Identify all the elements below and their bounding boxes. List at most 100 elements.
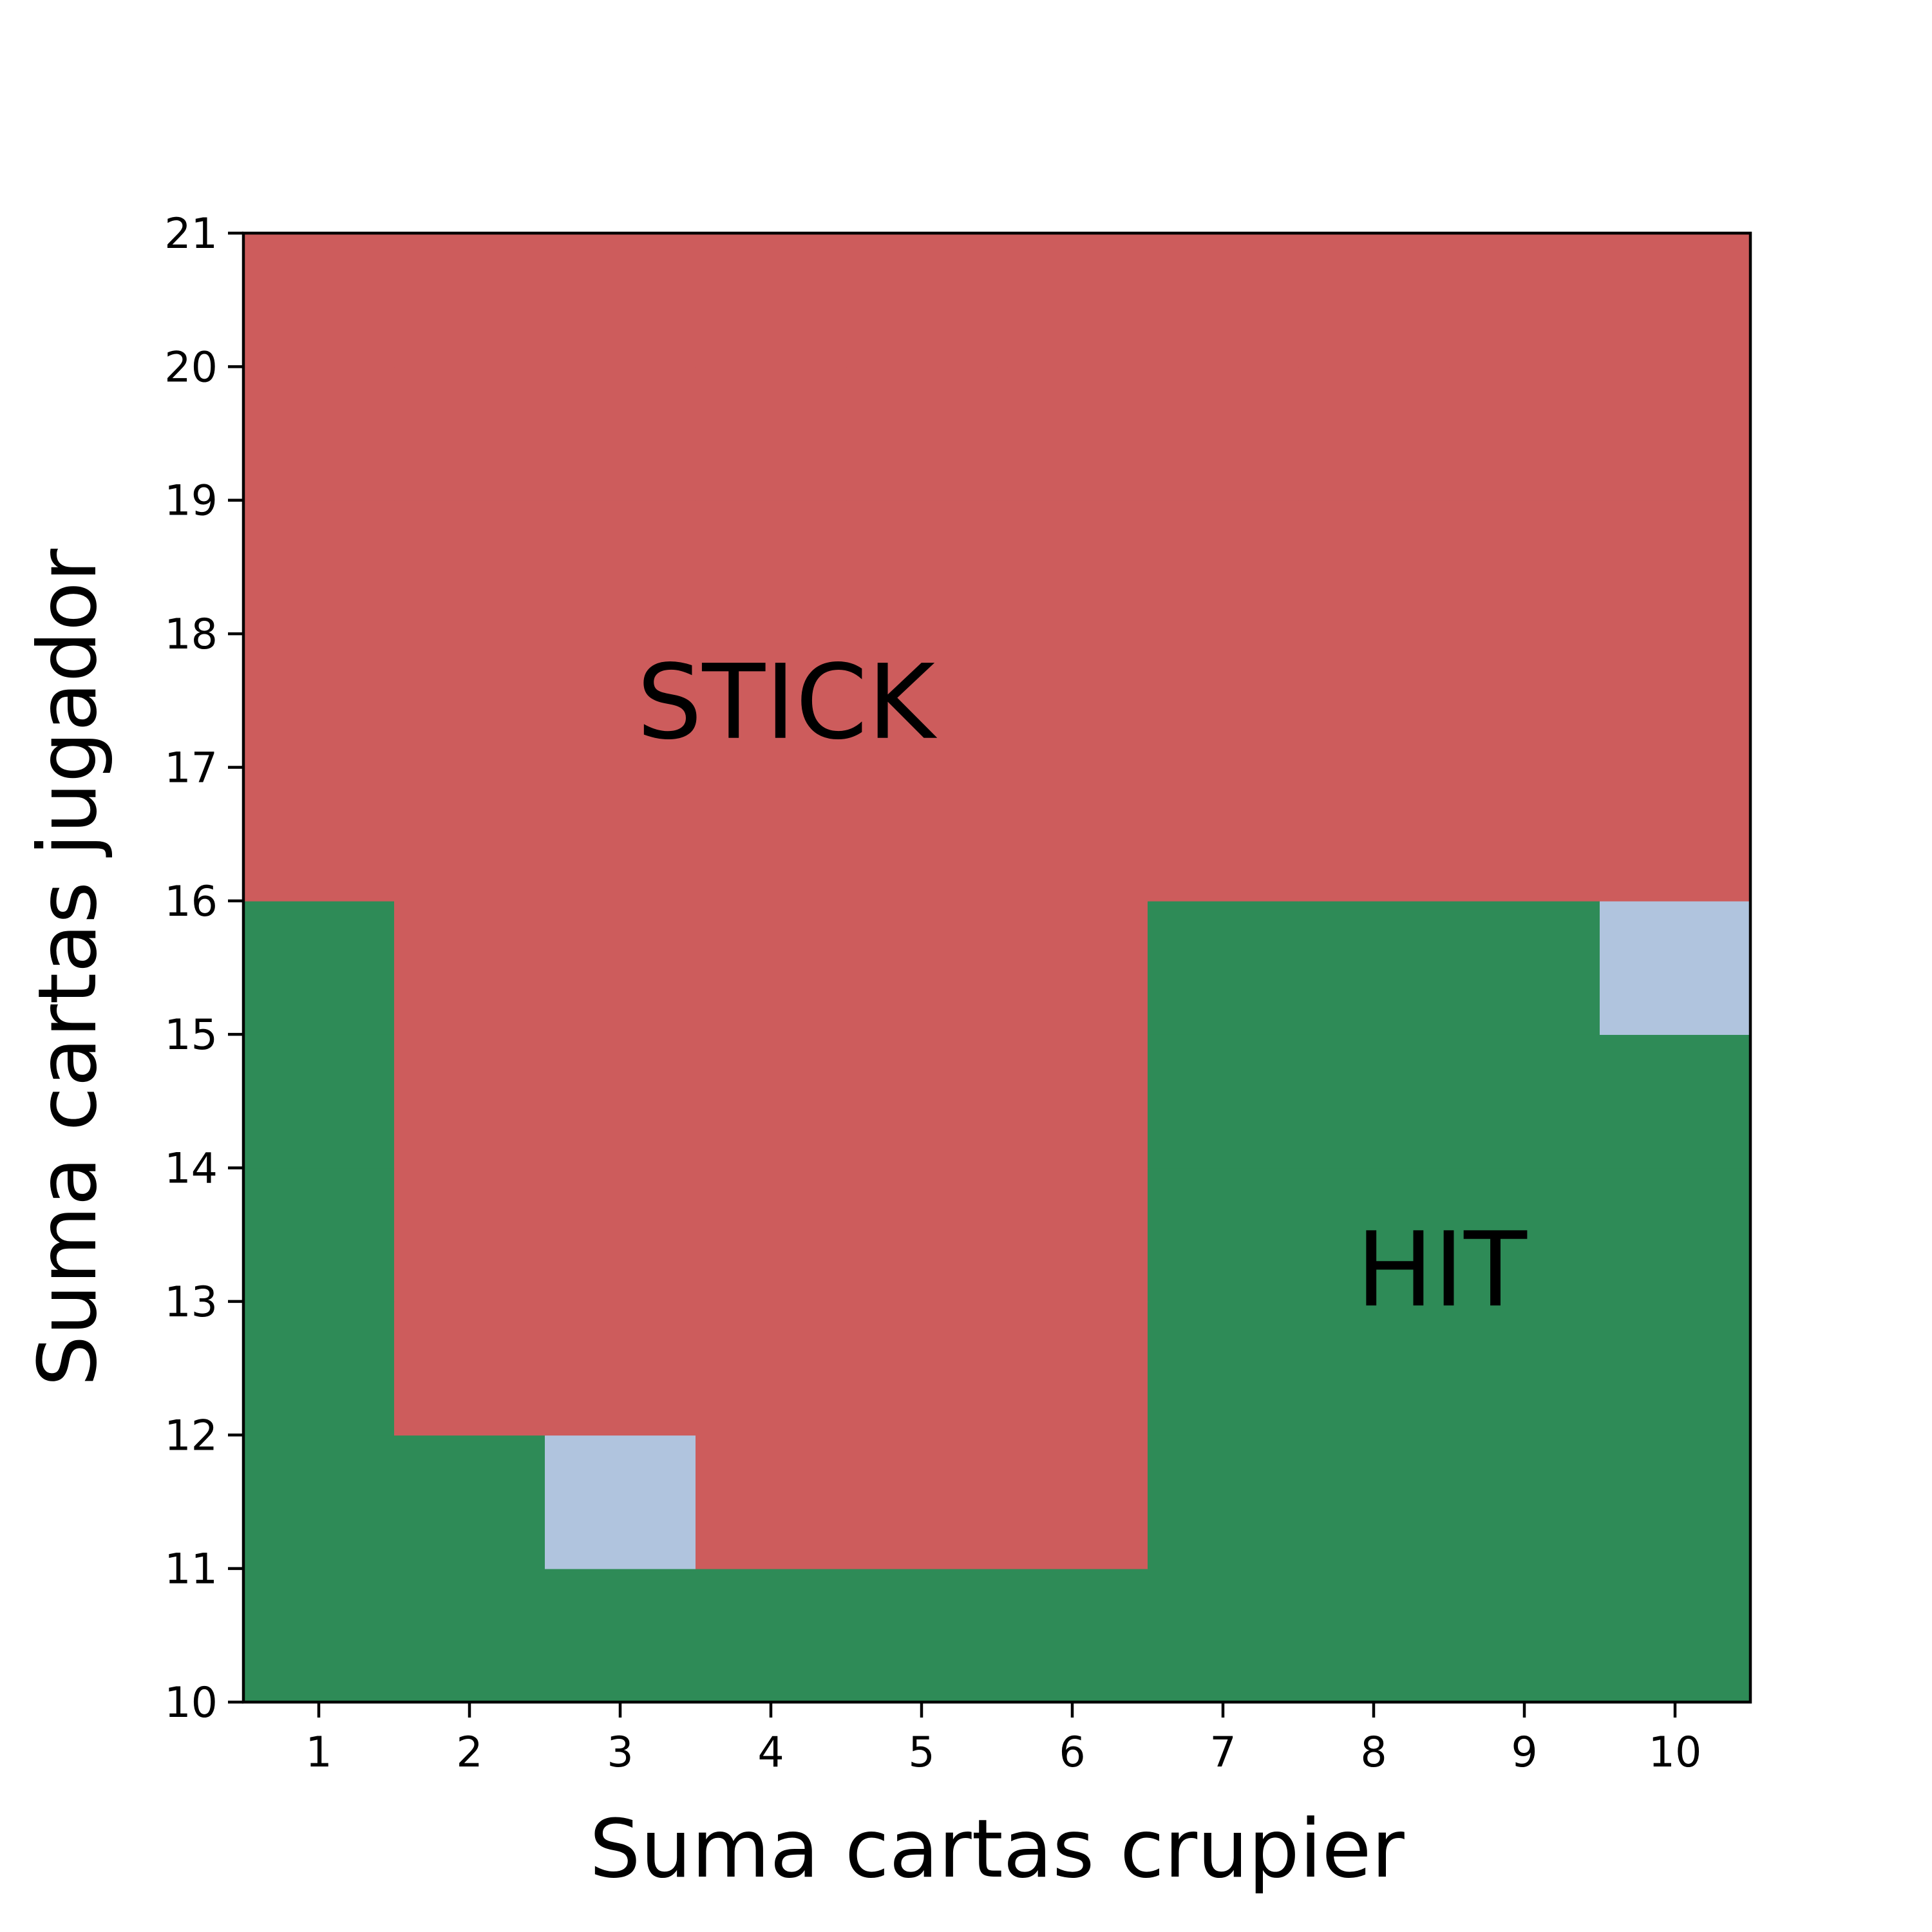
cell-stick <box>545 1301 696 1436</box>
cell-stick <box>394 634 545 768</box>
cell-stick <box>394 500 545 634</box>
cell-stick <box>997 1435 1148 1569</box>
x-tick-label: 3 <box>607 1728 633 1777</box>
cell-stick <box>545 1168 696 1302</box>
cell-stick <box>696 233 847 368</box>
cell-stick <box>394 366 545 501</box>
cell-stick <box>1148 233 1299 368</box>
cell-stick <box>997 366 1148 501</box>
y-axis: 10 11 12 13 14 15 16 17 18 19 20 21 <box>164 210 243 1727</box>
cell-stick <box>846 634 998 768</box>
x-tick-label: 7 <box>1209 1728 1236 1777</box>
cell-stick <box>545 233 696 368</box>
cell-hit <box>243 1568 395 1703</box>
cell-hit <box>243 1301 395 1436</box>
cell-hit <box>243 1034 395 1169</box>
cell-stick <box>696 1034 847 1169</box>
cell-stick <box>394 1301 545 1436</box>
cell-stick <box>1298 634 1450 768</box>
y-tick-label: 21 <box>164 210 218 258</box>
x-tick-label: 4 <box>757 1728 784 1777</box>
cell-stick <box>696 1168 847 1302</box>
cell-stick <box>1148 634 1299 768</box>
cell-stick <box>1148 767 1299 902</box>
y-tick-label: 10 <box>164 1679 218 1727</box>
cell-stick <box>696 900 847 1035</box>
cell-stick <box>997 1301 1148 1436</box>
cell-hit <box>1298 1034 1450 1169</box>
cell-stick <box>696 1435 847 1569</box>
cell-stick <box>997 634 1148 768</box>
cell-stick <box>696 634 847 768</box>
annotation-stick: STICK <box>637 642 938 762</box>
cell-hit <box>1600 1301 1751 1436</box>
y-tick-label: 12 <box>164 1412 218 1460</box>
cell-hit <box>1148 1301 1299 1436</box>
cell-stick <box>1600 634 1751 768</box>
cell-stick <box>997 233 1148 368</box>
y-tick-label: 18 <box>164 611 218 659</box>
cell-stick <box>545 767 696 902</box>
heatmap-cells <box>243 233 1751 1703</box>
cell-stick <box>1298 767 1450 902</box>
cell-stick <box>997 500 1148 634</box>
cell-stick <box>1600 366 1751 501</box>
cell-stick <box>1449 634 1600 768</box>
cell-stick <box>394 767 545 902</box>
cell-hit <box>1148 1168 1299 1302</box>
cell-hit <box>1600 1435 1751 1569</box>
cell-stick <box>1449 767 1600 902</box>
cell-stick <box>243 366 395 501</box>
y-tick-label: 13 <box>164 1278 218 1327</box>
cell-hit <box>846 1568 998 1703</box>
x-tick-label: 8 <box>1360 1728 1387 1777</box>
x-tick-label: 5 <box>908 1728 934 1777</box>
cell-stick <box>394 900 545 1035</box>
x-tick-label: 6 <box>1059 1728 1085 1777</box>
cell-hit <box>1449 1435 1600 1569</box>
cell-stick <box>696 500 847 634</box>
cell-stick <box>1148 500 1299 634</box>
cell-stick <box>1298 366 1450 501</box>
cell-hit <box>1449 1168 1600 1302</box>
cell-stick <box>846 233 998 368</box>
cell-stick <box>1298 500 1450 634</box>
y-tick-label: 16 <box>164 878 218 926</box>
cell-hit <box>1449 900 1600 1035</box>
cell-hit <box>997 1568 1148 1703</box>
cell-stick <box>846 900 998 1035</box>
cell-stick <box>846 500 998 634</box>
cell-stick <box>1449 233 1600 368</box>
x-tick-label: 2 <box>456 1728 482 1777</box>
cell-stick <box>243 233 395 368</box>
cell-stick <box>846 1168 998 1302</box>
cell-stick <box>545 900 696 1035</box>
cell-hit <box>1148 900 1299 1035</box>
cell-stick <box>394 233 545 368</box>
cell-stick <box>1449 366 1600 501</box>
x-tick-label: 1 <box>305 1728 332 1777</box>
cell-stick <box>997 900 1148 1035</box>
cell-stick <box>1600 233 1751 368</box>
y-axis-label: Suma cartas jugador <box>21 548 115 1387</box>
cell-stick <box>1298 233 1450 368</box>
cell-stick <box>696 767 847 902</box>
x-tick-label: 9 <box>1511 1728 1537 1777</box>
cell-hit <box>1449 1301 1600 1436</box>
cell-stick <box>1449 500 1600 634</box>
cell-other <box>545 1435 696 1569</box>
cell-other <box>1600 900 1751 1035</box>
cell-stick <box>1600 767 1751 902</box>
cell-stick <box>545 500 696 634</box>
annotation-hit: HIT <box>1356 1209 1528 1330</box>
cell-hit <box>1600 1568 1751 1703</box>
cell-hit <box>394 1568 545 1703</box>
cell-stick <box>394 1168 545 1302</box>
cell-stick <box>846 767 998 902</box>
cell-stick <box>1600 500 1751 634</box>
cell-stick <box>545 634 696 768</box>
cell-stick <box>545 366 696 501</box>
cell-hit <box>545 1568 696 1703</box>
cell-stick <box>243 767 395 902</box>
